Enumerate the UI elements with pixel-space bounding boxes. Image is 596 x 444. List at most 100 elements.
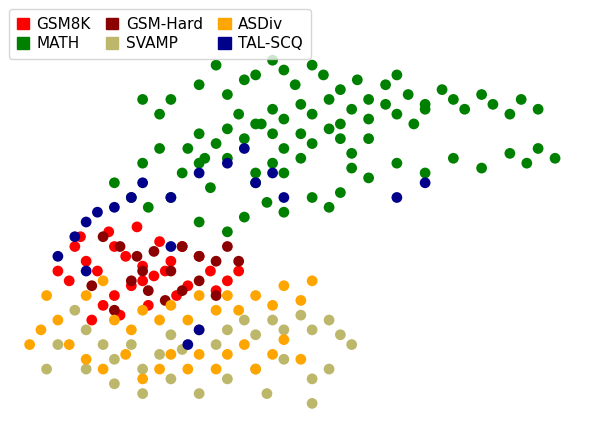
GSM8K	[194, 253, 204, 260]
SVAMP	[138, 365, 147, 373]
GSM-Hard	[234, 258, 243, 265]
MATH	[268, 130, 277, 137]
GSM-Hard	[223, 243, 232, 250]
ASDiv	[155, 317, 164, 324]
ASDiv	[268, 302, 277, 309]
MATH	[194, 160, 204, 167]
MATH	[522, 160, 532, 167]
GSM8K	[110, 292, 119, 299]
GSM-Hard	[87, 282, 97, 289]
SVAMP	[308, 326, 317, 333]
TAL-SCQ	[251, 179, 260, 186]
SVAMP	[155, 351, 164, 358]
GSM-Hard	[194, 277, 204, 284]
MATH	[155, 111, 164, 118]
TAL-SCQ	[194, 170, 204, 177]
SVAMP	[166, 331, 176, 338]
MATH	[477, 91, 486, 98]
TAL-SCQ	[420, 179, 430, 186]
MATH	[251, 179, 260, 186]
MATH	[279, 115, 288, 123]
MATH	[392, 160, 402, 167]
SVAMP	[178, 346, 187, 353]
MATH	[166, 96, 176, 103]
MATH	[279, 170, 288, 177]
ASDiv	[251, 365, 260, 373]
MATH	[308, 194, 317, 201]
SVAMP	[251, 331, 260, 338]
SVAMP	[268, 317, 277, 324]
SVAMP	[324, 317, 334, 324]
MATH	[336, 189, 345, 196]
GSM8K	[53, 267, 63, 274]
MATH	[381, 81, 390, 88]
GSM-Hard	[212, 258, 221, 265]
ASDiv	[25, 341, 35, 348]
GSM8K	[92, 267, 102, 274]
SVAMP	[223, 375, 232, 382]
ASDiv	[82, 356, 91, 363]
ASDiv	[268, 351, 277, 358]
GSM-Hard	[212, 292, 221, 299]
MATH	[223, 228, 232, 235]
MATH	[336, 86, 345, 93]
SVAMP	[324, 365, 334, 373]
MATH	[420, 106, 430, 113]
GSM-Hard	[149, 248, 159, 255]
MATH	[290, 81, 300, 88]
ASDiv	[240, 341, 249, 348]
GSM-Hard	[160, 297, 170, 304]
GSM8K	[110, 243, 119, 250]
MATH	[194, 218, 204, 226]
SVAMP	[98, 341, 108, 348]
ASDiv	[251, 292, 260, 299]
GSM-Hard	[98, 233, 108, 240]
MATH	[516, 96, 526, 103]
MATH	[505, 150, 514, 157]
GSM8K	[212, 287, 221, 294]
TAL-SCQ	[92, 209, 102, 216]
MATH	[324, 125, 334, 132]
SVAMP	[126, 341, 136, 348]
MATH	[155, 145, 164, 152]
TAL-SCQ	[53, 253, 63, 260]
MATH	[550, 155, 560, 162]
MATH	[449, 155, 458, 162]
ASDiv	[126, 326, 136, 333]
GSM8K	[138, 262, 147, 270]
ASDiv	[110, 317, 119, 324]
MATH	[324, 96, 334, 103]
MATH	[488, 101, 498, 108]
MATH	[212, 140, 221, 147]
MATH	[279, 209, 288, 216]
MATH	[308, 111, 317, 118]
MATH	[392, 111, 402, 118]
MATH	[279, 67, 288, 74]
TAL-SCQ	[240, 145, 249, 152]
MATH	[268, 106, 277, 113]
SVAMP	[194, 326, 204, 333]
GSM-Hard	[126, 277, 136, 284]
MATH	[364, 174, 373, 182]
MATH	[212, 62, 221, 69]
SVAMP	[110, 356, 119, 363]
GSM-Hard	[166, 267, 176, 274]
GSM-Hard	[144, 287, 153, 294]
MATH	[308, 62, 317, 69]
MATH	[449, 96, 458, 103]
GSM8K	[64, 277, 74, 284]
MATH	[308, 140, 317, 147]
GSM8K	[82, 258, 91, 265]
GSM-Hard	[178, 287, 187, 294]
MATH	[126, 194, 136, 201]
ASDiv	[138, 375, 147, 382]
MATH	[336, 120, 345, 127]
MATH	[223, 125, 232, 132]
SVAMP	[262, 390, 272, 397]
MATH	[166, 194, 176, 201]
ASDiv	[36, 326, 46, 333]
MATH	[240, 135, 249, 142]
Legend: GSM8K, MATH, GSM-Hard, SVAMP, ASDiv, TAL-SCQ: GSM8K, MATH, GSM-Hard, SVAMP, ASDiv, TAL…	[9, 9, 311, 59]
SVAMP	[53, 341, 63, 348]
MATH	[364, 96, 373, 103]
